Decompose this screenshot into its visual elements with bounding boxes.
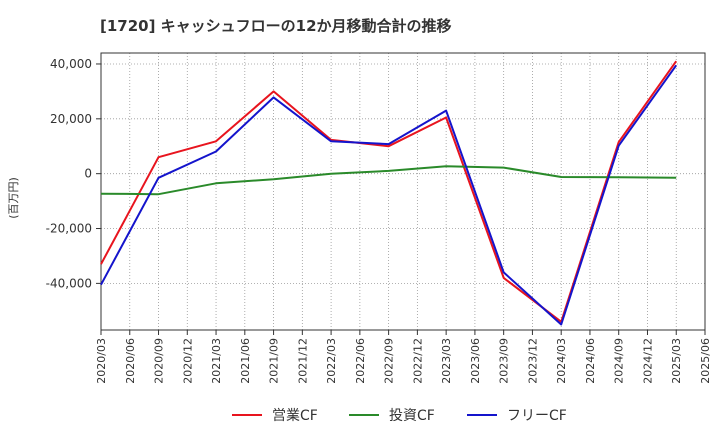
x-tick-label: 2023/03 xyxy=(440,338,453,384)
x-tick-label: 2021/06 xyxy=(239,338,252,384)
x-tick-label: 2025/06 xyxy=(699,338,712,384)
legend-label: 投資CF xyxy=(389,408,435,424)
series-line-投資CF xyxy=(100,165,677,196)
y-axis-label: (百万円) xyxy=(7,177,20,219)
x-tick-label: 2020/03 xyxy=(95,338,108,384)
y-tick-label: -20,000 xyxy=(46,222,92,236)
grid-lines xyxy=(100,53,706,330)
y-tick-label: 0 xyxy=(84,167,92,181)
x-tick-label: 2024/12 xyxy=(641,338,654,384)
x-tick-label: 2022/03 xyxy=(325,338,338,384)
series-lines xyxy=(100,60,678,326)
plot-area-border xyxy=(100,52,706,331)
y-tick-label: 20,000 xyxy=(50,112,92,126)
x-tick-label: 2023/12 xyxy=(526,338,539,384)
x-tick-label: 2024/09 xyxy=(613,338,626,384)
x-tick-label: 2021/12 xyxy=(296,338,309,384)
x-tick-label: 2024/06 xyxy=(584,338,597,384)
x-tick-label: 2020/06 xyxy=(124,338,137,384)
y-tick-labels: 40,000 20,000 0 -20,000 -40,000 xyxy=(46,57,101,290)
chart-title: [1720] キャッシュフローの12か月移動合計の推移 xyxy=(100,17,452,35)
y-tick-label: 40,000 xyxy=(50,57,92,71)
x-tick-label: 2023/06 xyxy=(469,338,482,384)
x-tick-label: 2022/09 xyxy=(383,338,396,384)
x-tick-label: 2021/03 xyxy=(210,338,223,384)
legend-label: 営業CF xyxy=(272,408,318,424)
x-tick-label: 2022/06 xyxy=(354,338,367,384)
series-line-フリーCF xyxy=(100,64,678,326)
x-tick-label: 2023/09 xyxy=(498,338,511,384)
x-tick-label: 2020/12 xyxy=(181,338,194,384)
x-tick-label: 2020/09 xyxy=(153,338,166,384)
legend: 営業CF 投資CF フリーCF xyxy=(232,408,567,424)
x-tick-label: 2021/09 xyxy=(268,338,281,384)
legend-label: フリーCF xyxy=(507,408,567,424)
x-tick-labels: 2020/03 2020/06 2020/09 2020/12 2021/03 2021/… xyxy=(95,330,712,384)
x-tick-label: 2025/03 xyxy=(670,338,683,384)
x-tick-label: 2022/12 xyxy=(411,338,424,384)
x-tick-label: 2024/03 xyxy=(555,338,568,384)
y-tick-label: -40,000 xyxy=(46,276,92,290)
